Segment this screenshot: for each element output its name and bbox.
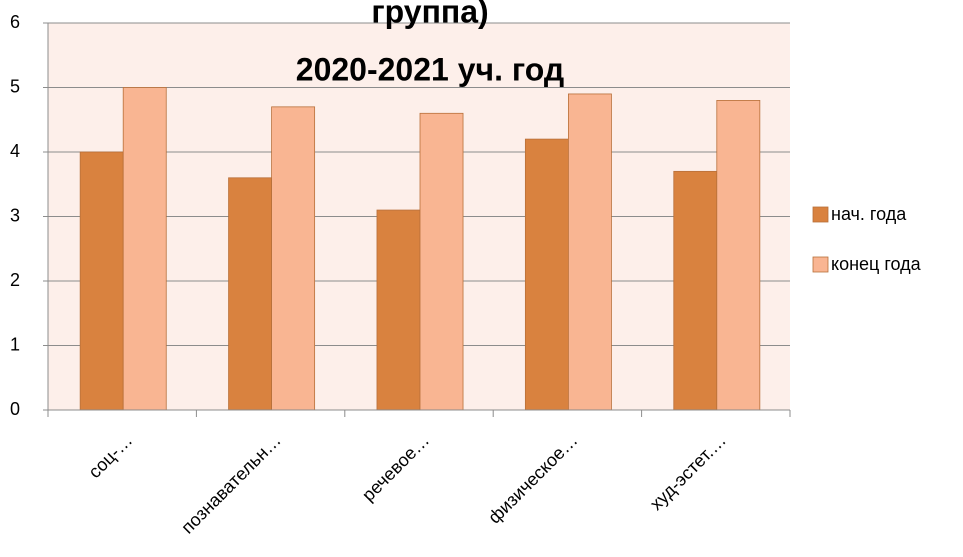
x-tick-label: соц-… [84, 430, 136, 482]
legend-label: нач. года [831, 204, 907, 224]
bar [716, 100, 761, 411]
bar [524, 138, 569, 411]
bar [376, 209, 421, 411]
bar [79, 151, 124, 411]
bar [271, 106, 316, 411]
x-tick-label: худ-эстет.… [646, 430, 730, 514]
bar [122, 87, 167, 411]
y-tick-label: 0 [10, 399, 20, 419]
x-tick-label: речевое… [358, 430, 433, 505]
bar [228, 177, 272, 411]
bar [419, 112, 464, 411]
x-tick-label: познавательн… [177, 430, 284, 537]
legend-swatch [812, 256, 829, 273]
chart-title: 2020-2021 уч. год [296, 51, 564, 87]
y-tick-label: 4 [10, 141, 20, 161]
legend-swatch [812, 206, 829, 223]
x-tick-label: физическое… [484, 430, 581, 527]
bar [568, 93, 612, 411]
bar [673, 170, 718, 411]
y-tick-label: 3 [10, 205, 20, 225]
y-tick-label: 6 [10, 12, 20, 32]
y-tick-label: 5 [10, 76, 20, 96]
y-tick-label: 1 [10, 334, 20, 354]
chart-title: группа) [371, 0, 488, 29]
y-tick-label: 2 [10, 270, 20, 290]
legend-label: конец года [831, 254, 922, 274]
